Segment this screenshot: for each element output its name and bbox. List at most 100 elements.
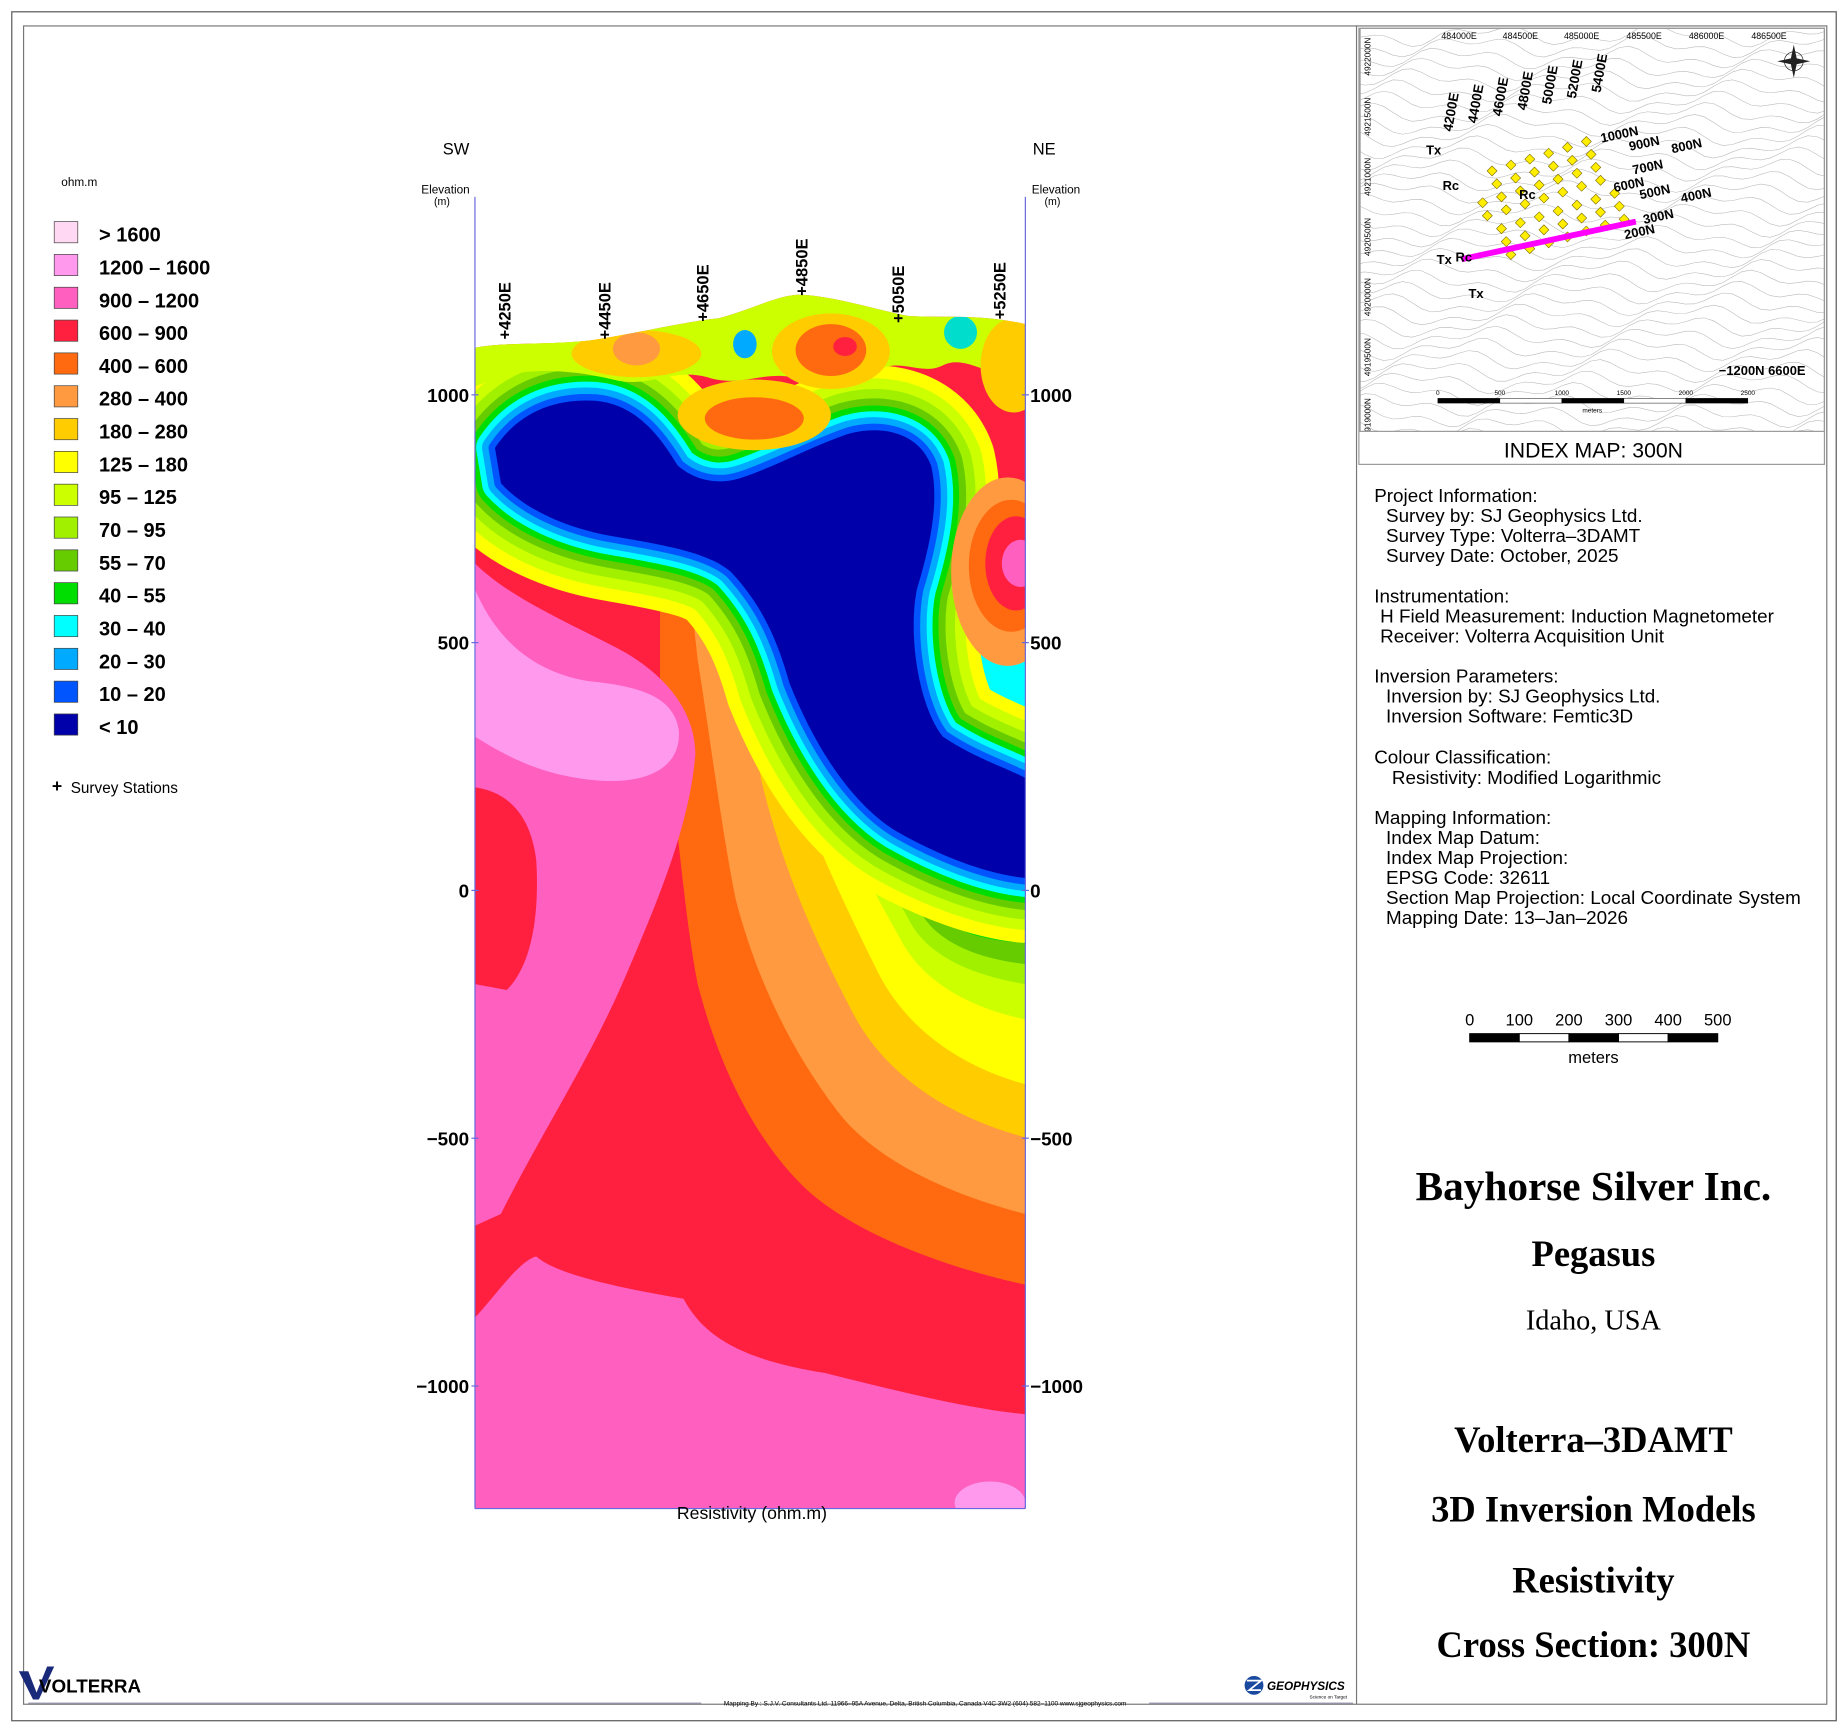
footer-credit: Mapping By : S.J.V. Consultants Ltd. 119… bbox=[724, 1700, 1127, 1707]
contour-band bbox=[944, 315, 978, 349]
station-marker bbox=[1481, 210, 1493, 222]
contour-band bbox=[833, 337, 857, 356]
line-label: 500N bbox=[1638, 181, 1671, 202]
legend-label: 600 – 900 bbox=[99, 323, 188, 345]
topo-contour bbox=[1360, 169, 1825, 193]
legend-label: 95 – 125 bbox=[99, 487, 177, 509]
legend-swatch bbox=[53, 647, 79, 670]
northing-label: 4920000N bbox=[1364, 278, 1373, 316]
line-label: 300N bbox=[1642, 206, 1675, 227]
info-line: Survey Type: Volterra–3DAMT bbox=[1386, 525, 1641, 546]
index-map-title: INDEX MAP: 300N bbox=[1504, 439, 1683, 462]
topo-contour bbox=[1360, 45, 1825, 70]
legend-swatch bbox=[53, 516, 79, 539]
station-marker bbox=[1576, 212, 1588, 224]
info-line: Inversion Software: Femtic3D bbox=[1386, 705, 1633, 726]
project-info: Project Information:Survey by: SJ Geophy… bbox=[1374, 485, 1801, 928]
scale-label: 0 bbox=[1436, 390, 1440, 397]
legend-label: 400 – 600 bbox=[99, 356, 188, 378]
station-marker bbox=[1496, 191, 1507, 203]
section-caption: Resistivity (ohm.m) bbox=[677, 1503, 827, 1523]
station-marker bbox=[1552, 173, 1564, 185]
topo-contour bbox=[1360, 292, 1825, 317]
legend-swatch bbox=[53, 352, 79, 375]
y-tick-label: −1000 bbox=[416, 1376, 469, 1397]
northing-label: 4919500N bbox=[1364, 338, 1373, 376]
resistivity-section bbox=[474, 294, 1026, 1509]
legend-swatch bbox=[53, 319, 79, 342]
topo-contour bbox=[1360, 28, 1825, 48]
parameter-title: Resistivity bbox=[1512, 1559, 1674, 1600]
station-marker bbox=[1590, 161, 1602, 173]
survey-line bbox=[1460, 218, 1637, 263]
line-label: 4400E bbox=[1465, 83, 1487, 124]
location-title: Idaho, USA bbox=[1526, 1305, 1662, 1336]
station-marker bbox=[1552, 205, 1564, 217]
topo-contour bbox=[1360, 68, 1825, 93]
direction-label: NE bbox=[1033, 140, 1056, 158]
section-title: Cross Section: 300N bbox=[1437, 1624, 1751, 1665]
station-marker bbox=[1529, 166, 1540, 178]
station-marker bbox=[1576, 180, 1588, 192]
legend-stations: Survey Stations bbox=[71, 780, 179, 797]
topo-contour bbox=[1360, 393, 1825, 417]
survey-title: Volterra–3DAMT bbox=[1454, 1419, 1733, 1460]
info-line: EPSG Code: 32611 bbox=[1386, 867, 1550, 888]
y-tick-label: −1000 bbox=[1030, 1376, 1083, 1397]
rc-label: Rc bbox=[1456, 250, 1473, 265]
station-marker bbox=[1543, 147, 1555, 159]
station-marker bbox=[1566, 154, 1578, 166]
axis-unit: (m) bbox=[434, 196, 450, 208]
topo-contour bbox=[1360, 415, 1825, 432]
scale-segment bbox=[1518, 1033, 1570, 1043]
line-label: 600N bbox=[1612, 174, 1645, 195]
station-marker bbox=[1613, 200, 1625, 212]
info-line: Mapping Date: 13–Jan–2026 bbox=[1386, 907, 1628, 928]
y-tick-label: −500 bbox=[1030, 1128, 1072, 1149]
topo-contour bbox=[1360, 102, 1825, 126]
scale-label: 0 bbox=[1465, 1011, 1474, 1029]
scale-segment bbox=[1499, 398, 1563, 404]
scale-segment bbox=[1561, 398, 1625, 404]
legend-swatch bbox=[53, 221, 79, 244]
station-label: +5250E bbox=[991, 262, 1009, 319]
contour-band bbox=[704, 397, 804, 440]
rc-label: Rc bbox=[1443, 178, 1460, 193]
easting-label: 485500E bbox=[1626, 31, 1661, 41]
y-tick-label: 1000 bbox=[427, 385, 469, 406]
y-tick-label: 0 bbox=[459, 881, 469, 902]
info-heading: Instrumentation: bbox=[1374, 585, 1509, 606]
station-marker bbox=[1496, 223, 1507, 235]
scale-label: 200 bbox=[1555, 1011, 1583, 1029]
station-marker bbox=[1571, 199, 1583, 211]
legend-label: 70 – 95 bbox=[99, 520, 166, 542]
topo-contour bbox=[1360, 180, 1825, 204]
station-label: +5050E bbox=[890, 266, 908, 323]
legend-label: 10 – 20 bbox=[99, 684, 166, 706]
legend-label: 125 – 180 bbox=[99, 454, 188, 476]
topo-contour bbox=[1360, 314, 1825, 338]
legend-label: 1200 – 1600 bbox=[99, 257, 210, 279]
northing-label: 4921000N bbox=[1364, 158, 1373, 196]
volterra-mark bbox=[18, 1666, 55, 1700]
line-label: 900N bbox=[1627, 133, 1660, 154]
geophysics-mark bbox=[1246, 1679, 1264, 1691]
contour-band bbox=[474, 787, 537, 991]
legend-swatch bbox=[53, 582, 79, 605]
scale-label: 2500 bbox=[1741, 390, 1756, 397]
station-marker bbox=[1519, 230, 1531, 242]
station-marker bbox=[1510, 172, 1522, 184]
topo-contour bbox=[1360, 269, 1825, 293]
line-label: 400N bbox=[1679, 185, 1712, 206]
legend-swatch bbox=[53, 615, 79, 638]
topo-contour bbox=[1360, 236, 1825, 260]
legend-swatch bbox=[53, 680, 79, 703]
station-marker bbox=[1491, 178, 1503, 190]
line-label: 4200E bbox=[1440, 91, 1462, 132]
station-symbol: + bbox=[52, 776, 62, 796]
topo-contour bbox=[1360, 203, 1825, 227]
northing-label: 4922000N bbox=[1364, 38, 1373, 76]
legend: > 1600 1200 – 1600 900 – 1200 600 – 900 400 … bbox=[53, 221, 210, 739]
